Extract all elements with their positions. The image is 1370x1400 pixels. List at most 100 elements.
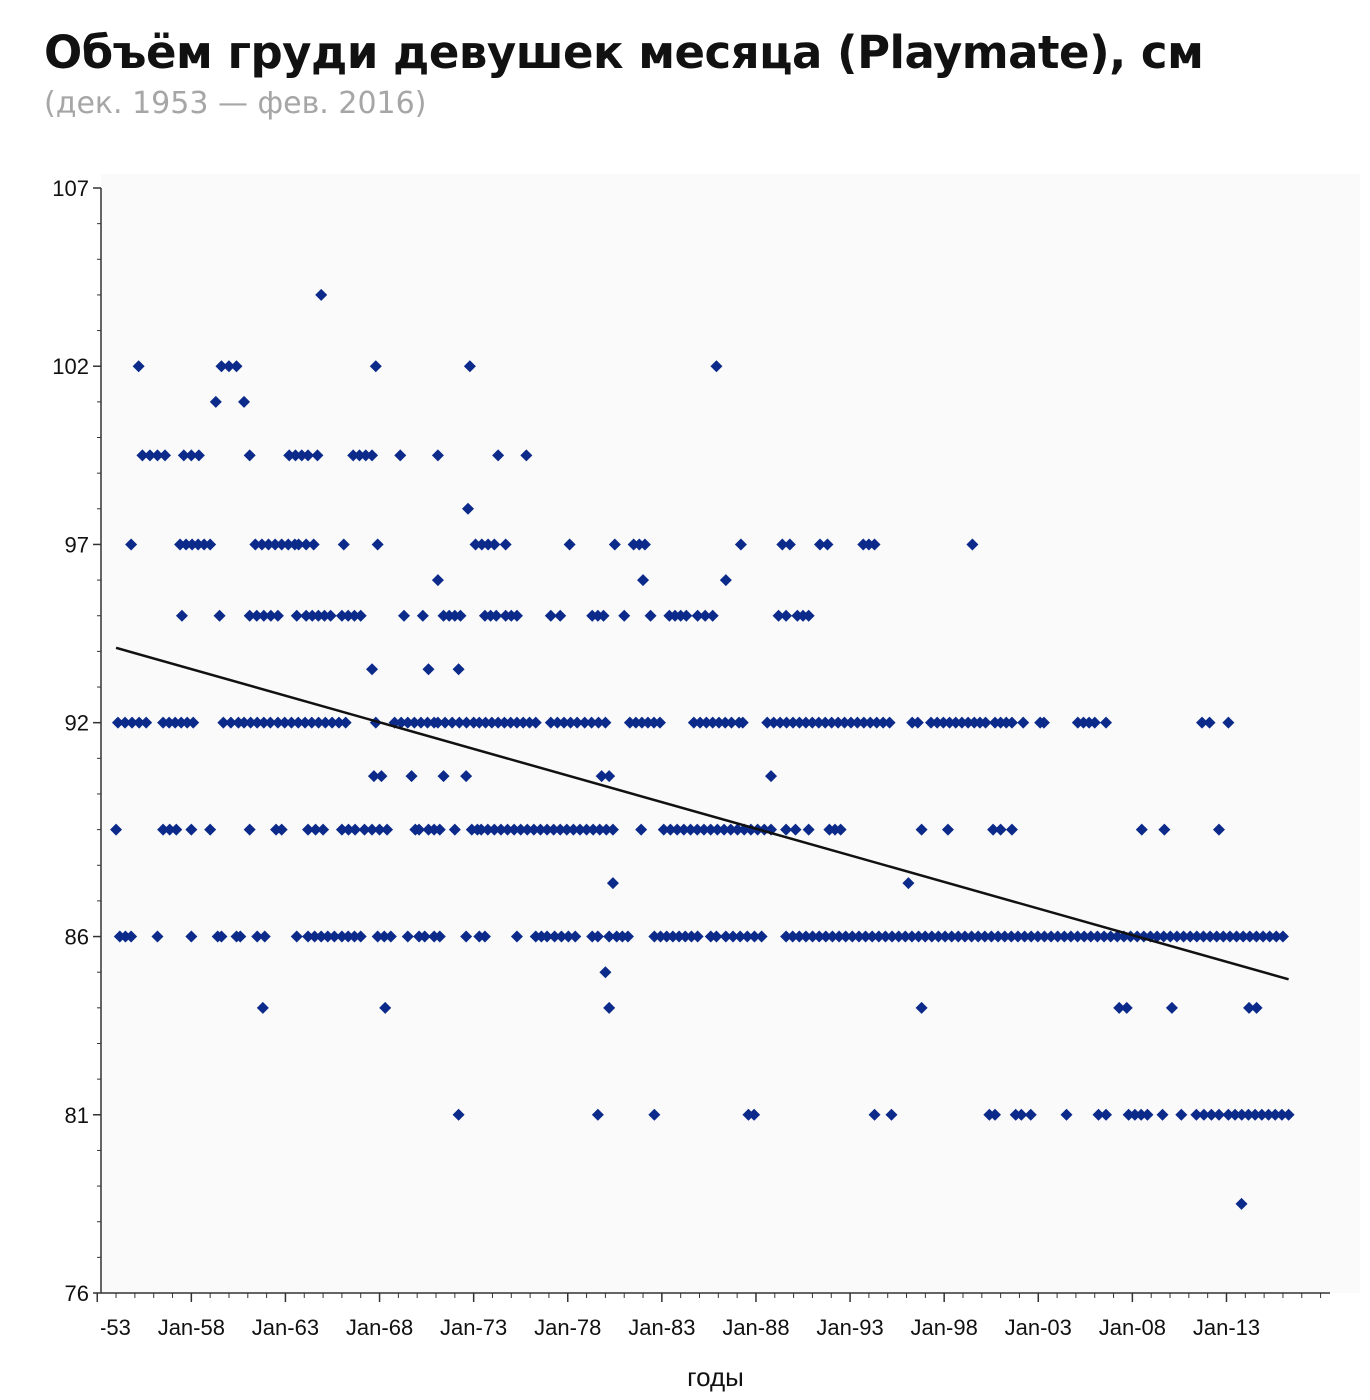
data-point (1025, 930, 1038, 943)
data-point (446, 716, 459, 729)
data-point (319, 716, 332, 729)
data-point (1243, 930, 1256, 943)
data-point (813, 930, 826, 943)
data-point (987, 823, 1000, 836)
data-point (1165, 1001, 1178, 1014)
data-point (1230, 930, 1243, 943)
data-point (786, 930, 799, 943)
data-point (618, 609, 631, 622)
data-point (262, 538, 275, 551)
data-point (825, 716, 838, 729)
data-point (1060, 1108, 1073, 1121)
data-point (780, 930, 793, 943)
data-point (711, 823, 724, 836)
data-point (955, 716, 968, 729)
data-point (348, 609, 361, 622)
data-point (479, 716, 492, 729)
data-point (366, 823, 379, 836)
data-point (635, 716, 648, 729)
data-point (255, 538, 268, 551)
data-point (326, 716, 339, 729)
data-point (1164, 930, 1177, 943)
data-point (490, 609, 503, 622)
data-point (460, 770, 473, 783)
data-point (317, 823, 330, 836)
data-point (637, 574, 650, 587)
data-point (1235, 1197, 1248, 1210)
data-point (1222, 716, 1235, 729)
data-point (821, 538, 834, 551)
data-point (185, 823, 198, 836)
data-point (379, 1001, 392, 1014)
data-point (635, 823, 648, 836)
data-point (452, 663, 465, 676)
data-point (1088, 716, 1101, 729)
data-point (234, 930, 247, 943)
data-point (306, 609, 319, 622)
data-point (647, 716, 660, 729)
data-point (673, 930, 686, 943)
x-tick-labels: Jan-53 Jan-58 Jan-63 Jan-68 Jan-73 Jan-78 Jan-… (101, 1315, 1260, 1340)
data-point (857, 716, 870, 729)
data-point (680, 609, 693, 622)
data-point (217, 716, 230, 729)
data-point (1197, 930, 1210, 943)
data-point (375, 770, 388, 783)
data-point (621, 930, 634, 943)
data-point (174, 538, 187, 551)
data-point (311, 449, 324, 462)
data-point (488, 538, 501, 551)
data-point (793, 930, 806, 943)
data-point (185, 930, 198, 943)
data-point (603, 770, 616, 783)
data-point (937, 716, 950, 729)
data-point (1005, 716, 1018, 729)
data-point (813, 538, 826, 551)
data-point (348, 930, 361, 943)
data-point (965, 930, 978, 943)
data-point (972, 930, 985, 943)
data-point (691, 930, 704, 943)
data-point (289, 449, 302, 462)
data-point (258, 930, 271, 943)
data-point (939, 930, 952, 943)
data-point (870, 716, 883, 729)
data-point (213, 609, 226, 622)
data-point (510, 609, 523, 622)
data-point (302, 823, 315, 836)
data-point (416, 609, 429, 622)
x-tick-label: Jan-13 (1193, 1315, 1260, 1340)
data-point (886, 930, 899, 943)
data-point (719, 930, 732, 943)
data-point (275, 823, 288, 836)
data-point (776, 538, 789, 551)
data-point (691, 823, 704, 836)
x-tick-label: Jan-08 (1099, 1315, 1166, 1340)
data-point (597, 609, 610, 622)
data-point (523, 716, 536, 729)
data-point (1196, 716, 1209, 729)
data-point (691, 609, 704, 622)
data-point (541, 823, 554, 836)
data-point (569, 930, 582, 943)
data-point (1135, 1108, 1148, 1121)
data-point (180, 538, 193, 551)
data-point (600, 823, 613, 836)
data-point (945, 930, 958, 943)
data-point (700, 716, 713, 729)
x-tick-label: Jan-63 (252, 1315, 319, 1340)
data-point (1058, 930, 1071, 943)
data-point (608, 538, 621, 551)
data-point (175, 716, 188, 729)
data-point (1151, 930, 1164, 943)
data-point (452, 1108, 465, 1121)
data-point (508, 823, 521, 836)
data-point (731, 823, 744, 836)
data-point (514, 823, 527, 836)
data-point (1203, 716, 1216, 729)
data-point (736, 716, 749, 729)
data-point (187, 716, 200, 729)
data-point (132, 360, 145, 373)
data-point (414, 716, 427, 729)
data-point (300, 609, 313, 622)
